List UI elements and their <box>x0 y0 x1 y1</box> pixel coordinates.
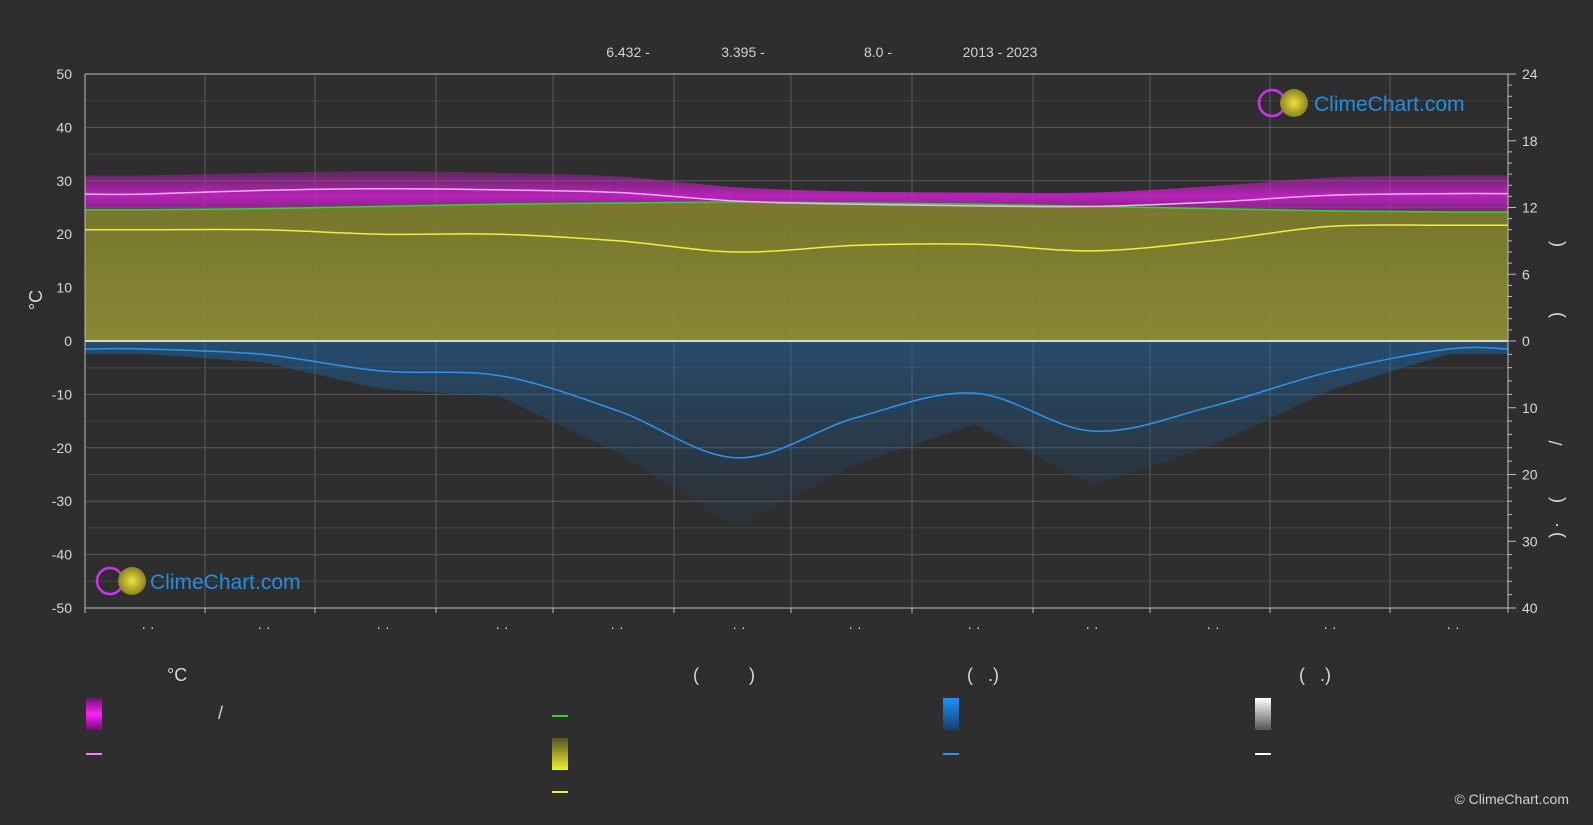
x-tick-label: · · <box>1206 619 1219 635</box>
chart-header: 6.432 - 3.395 - 8.0 - 2013 - 2023 <box>606 44 1037 60</box>
sunshine-area-fill <box>85 201 1508 341</box>
right-axis-ticks: 24 18 12 6 0 10 20 30 40 <box>1522 66 1538 616</box>
left-axis-unit: °C <box>26 290 46 310</box>
logo-sun-icon <box>118 567 146 595</box>
header-item: 8.0 - <box>864 44 892 60</box>
x-tick-label: · · <box>967 619 980 635</box>
header-item: 3.395 - <box>721 44 765 60</box>
left-tick-label: 30 <box>56 173 72 189</box>
left-tick-label: -50 <box>52 600 72 616</box>
x-tick-label: · · <box>848 619 861 635</box>
precipitation-area-fill <box>85 341 1508 528</box>
right-tick-label: 10 <box>1522 400 1538 416</box>
left-tick-label: -40 <box>52 547 72 563</box>
logo-bottom-left: ClimeChart.com <box>95 566 301 596</box>
x-tick-label: · · <box>376 619 389 635</box>
sunshine-area <box>85 201 1508 341</box>
left-tick-label: 50 <box>56 66 72 82</box>
left-tick-label: -20 <box>52 440 72 456</box>
x-tick-label: · · <box>1446 619 1459 635</box>
left-tick-label: 40 <box>56 119 72 135</box>
header-item: 6.432 - <box>606 44 650 60</box>
x-tick-labels: · · · · · · · · · · · · · · · · · · · · · · · · <box>84 608 1509 635</box>
right-axis-glyph: · <box>1546 522 1566 528</box>
logo-text: ClimeChart.com <box>1314 93 1465 116</box>
left-tick-label: 20 <box>56 226 72 242</box>
x-tick-label: · · <box>257 619 270 635</box>
left-tick-label: -30 <box>52 493 72 509</box>
x-tick-label: · · <box>141 619 154 635</box>
precipitation-area <box>85 341 1508 528</box>
right-tick-label: 18 <box>1522 133 1538 149</box>
x-tick-label: · · <box>495 619 508 635</box>
right-axis-glyph: ( <box>1546 241 1566 247</box>
x-tick-label: · · <box>1085 619 1098 635</box>
right-axis-glyph: ) <box>1546 312 1566 318</box>
x-tick-label: · · <box>732 619 745 635</box>
series-lines <box>84 188 1509 459</box>
right-tick-label: 40 <box>1522 600 1538 616</box>
right-axis-glyph: ) <box>1546 532 1566 538</box>
x-tick-label: · · <box>610 619 623 635</box>
left-tick-label: -10 <box>52 386 72 402</box>
precipitation-mean-line <box>84 346 1509 459</box>
right-tick-label: 30 <box>1522 533 1538 549</box>
logo-top-right: ClimeChart.com <box>1257 88 1465 118</box>
left-axis-ticks: 50 40 30 20 10 0 -10 -20 -30 -40 -50 <box>52 66 72 616</box>
sunshine-line <box>84 224 1509 253</box>
left-tick-label: 0 <box>64 333 72 349</box>
right-tick-label: 12 <box>1522 200 1538 216</box>
logo-sun-icon <box>1280 89 1308 117</box>
left-tick-label: 10 <box>56 280 72 296</box>
logo-text: ClimeChart.com <box>150 571 301 594</box>
right-axis-label: () / ( ·) <box>1546 241 1566 538</box>
right-tick-label: 6 <box>1522 266 1530 282</box>
axes <box>84 73 1516 609</box>
right-tick-label: 20 <box>1522 467 1538 483</box>
right-tick-label: 24 <box>1522 66 1538 82</box>
temperature-mean-line <box>84 188 1509 208</box>
x-tick-label: · · <box>1323 619 1336 635</box>
header-item: 2013 - 2023 <box>963 44 1038 60</box>
right-tick-label: 0 <box>1522 333 1530 349</box>
right-axis-glyph: ( <box>1546 497 1566 503</box>
right-axis-glyph: / <box>1546 440 1566 445</box>
